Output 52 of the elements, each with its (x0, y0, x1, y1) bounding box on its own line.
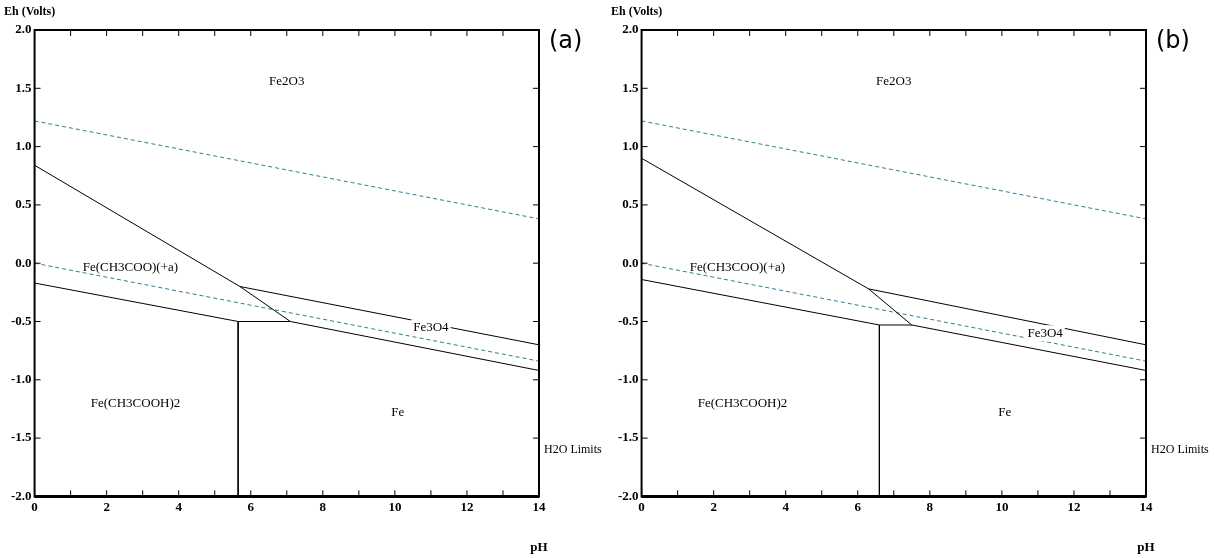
x-tick-label: 8 (926, 498, 934, 514)
annotation: Fe(CH3COO)(+a) (82, 259, 179, 275)
annotation: Fe (391, 403, 405, 419)
annotation: Fe (998, 403, 1012, 419)
x-tick-label: 2 (103, 498, 110, 514)
x-tick-label: 6 (247, 498, 255, 514)
y-tick-label: -1.0 (617, 371, 639, 387)
x-tick-label: 12 (460, 498, 474, 514)
annotation: Fe(CH3COOH)2 (90, 394, 181, 410)
y-tick-label: 0.0 (622, 254, 639, 270)
y-tick-label: 0.5 (622, 196, 640, 212)
y-tick-label: -0.5 (617, 312, 640, 328)
x-tick-label: 0 (638, 498, 645, 514)
x-tick-label: 14 (532, 498, 546, 514)
x-tick-label: 2 (710, 498, 717, 514)
x-tick-label: 0 (31, 498, 38, 514)
y-tick-label: -2.0 (617, 487, 639, 503)
y-tick-label: -1.5 (617, 429, 640, 445)
y-tick-label: -1.5 (10, 429, 33, 445)
annotation: Fe2O3 (876, 72, 912, 88)
x-tick-label: 4 (175, 498, 183, 514)
y-tick-label: 2.0 (15, 21, 32, 37)
annotation: Fe2O3 (269, 72, 305, 88)
x-axis-title: pH (1137, 538, 1155, 554)
y-axis-title: Eh (Volts) (4, 4, 56, 19)
x-tick-label: 6 (854, 498, 862, 514)
x-tick-label: 10 (388, 498, 402, 514)
y-tick-label: 1.0 (622, 137, 639, 153)
y-tick-label: 1.0 (15, 137, 32, 153)
annotation: Fe3O4 (1027, 324, 1064, 340)
chart-title: (a) (549, 26, 583, 55)
y-tick-label: -1.0 (10, 371, 32, 387)
x-axis-title: pH (530, 538, 548, 554)
y-tick-label: 0.5 (15, 196, 33, 212)
x-tick-label: 14 (1139, 498, 1153, 514)
y-tick-label: -0.5 (10, 312, 33, 328)
x-tick-label: 10 (995, 498, 1009, 514)
y-tick-label: 0.0 (15, 254, 32, 270)
x-tick-label: 4 (782, 498, 790, 514)
annotation: Fe(CH3COOH)2 (697, 394, 788, 410)
y-tick-label: 1.5 (622, 79, 640, 95)
x-tick-label: 12 (1067, 498, 1081, 514)
y-tick-label: 2.0 (622, 21, 639, 37)
annotation: Fe3O4 (413, 318, 450, 334)
annotation: Fe(CH3COO)(+a) (689, 259, 786, 275)
y-axis-title: Eh (Volts) (611, 4, 663, 19)
y-tick-label: -2.0 (10, 487, 32, 503)
x-tick-label: 8 (319, 498, 327, 514)
text: H2O Limits (1151, 441, 1210, 456)
text: H2O Limits (544, 441, 603, 456)
chart-title: (b) (1156, 26, 1190, 55)
y-tick-label: 1.5 (15, 79, 33, 95)
